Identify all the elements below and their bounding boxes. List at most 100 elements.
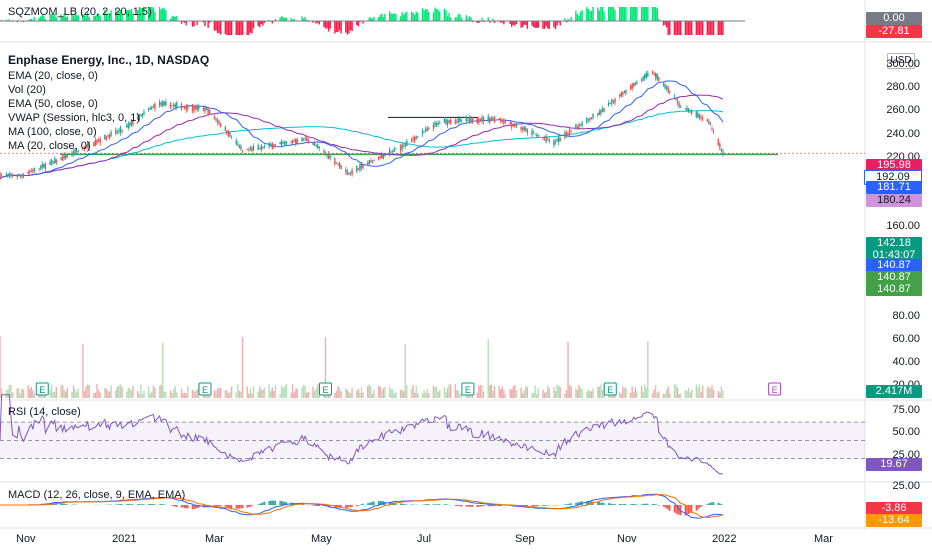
volume-bar xyxy=(87,384,88,398)
sqz-bar xyxy=(192,21,193,27)
candle-body xyxy=(153,106,154,107)
sqz-bar xyxy=(319,21,320,24)
sqz-bar xyxy=(445,10,446,21)
candle-body xyxy=(444,119,445,123)
candle-body xyxy=(251,148,252,152)
indicator-legend-item[interactable]: Vol (20) xyxy=(8,83,140,97)
candle-body xyxy=(207,109,208,115)
candle-body xyxy=(483,117,484,121)
sqz-bar xyxy=(570,17,571,21)
candle-body xyxy=(522,128,523,130)
sqz-bar xyxy=(175,17,176,21)
volume-bar xyxy=(290,392,291,398)
volume-bar xyxy=(459,394,460,398)
candle-body xyxy=(472,118,473,123)
macd-hist xyxy=(218,505,219,506)
sqz-bar xyxy=(417,13,418,21)
volume-bar xyxy=(575,388,576,398)
sqz-bar xyxy=(171,16,172,21)
sqz-bar xyxy=(304,17,305,21)
sqz-bar xyxy=(220,21,221,35)
volume-bar xyxy=(348,392,349,398)
candle-body xyxy=(29,171,30,172)
volume-bar xyxy=(88,385,89,398)
sqz-bar xyxy=(433,12,434,21)
volume-bar xyxy=(262,390,263,398)
volume-bar xyxy=(372,394,373,398)
macd-hist xyxy=(478,505,479,507)
volume-bar xyxy=(215,391,216,398)
candle-body xyxy=(653,74,654,76)
macd-hist xyxy=(655,504,656,505)
macd-hist xyxy=(480,505,481,507)
macd-hist xyxy=(653,504,654,505)
sqz-bar xyxy=(699,21,700,35)
candle-body xyxy=(356,166,357,172)
volume-bar xyxy=(139,394,140,398)
volume-bar xyxy=(170,391,171,398)
volume-bar xyxy=(406,385,407,398)
macd-hist xyxy=(378,501,379,505)
sqz-bar xyxy=(456,17,457,21)
volume-bar xyxy=(369,384,370,398)
candle-body xyxy=(480,119,481,121)
indicator-legend-item[interactable]: MA (20, close, 0) xyxy=(8,139,140,153)
candle-body xyxy=(678,103,679,107)
sqz-bar xyxy=(680,21,681,35)
volume-bar xyxy=(592,388,593,398)
volume-bar xyxy=(240,392,241,398)
volume-bar xyxy=(401,390,402,398)
volume-bar xyxy=(456,390,457,398)
macd-hist xyxy=(718,503,719,505)
volume-bar xyxy=(214,390,215,398)
macd-hist xyxy=(553,505,554,506)
candle-body xyxy=(143,112,144,115)
volume-bar xyxy=(301,388,302,398)
macd-hist xyxy=(176,505,177,507)
sqz-bar xyxy=(511,21,512,27)
candle-body xyxy=(555,141,556,143)
macd-legend[interactable]: MACD (12, 26, close, 9, EMA, EMA) xyxy=(8,488,185,502)
sqz-bar xyxy=(653,7,654,21)
rsi-tick: 75.00 xyxy=(870,404,920,416)
candle-body xyxy=(390,152,391,153)
candle-body xyxy=(657,74,658,80)
candle-body xyxy=(395,149,396,150)
sqz-bar xyxy=(611,7,612,21)
candle-body xyxy=(7,174,8,176)
volume-bar xyxy=(361,387,362,398)
volume-bar xyxy=(78,388,79,398)
volume-bar xyxy=(624,387,625,398)
macd-hist xyxy=(434,504,435,505)
volume-bar xyxy=(544,393,545,398)
candle-body xyxy=(370,161,371,162)
candle-body xyxy=(284,141,285,145)
candle-body xyxy=(173,105,174,107)
volume-bar xyxy=(142,394,143,398)
macd-hist xyxy=(458,505,459,506)
indicator-legend-item[interactable]: VWAP (Session, hlc3, 0, 1) xyxy=(8,111,140,125)
rsi-legend[interactable]: RSI (14, close) xyxy=(8,405,81,419)
sqz-legend[interactable]: SQZMOM_LB (20, 2, 20, 1.5) xyxy=(8,5,152,19)
volume-bar xyxy=(195,391,196,398)
macd-hist xyxy=(250,505,251,507)
sqz-bar xyxy=(381,13,382,21)
sqz-bar xyxy=(547,21,548,28)
volume-bar xyxy=(148,386,149,398)
sqz-bar xyxy=(635,7,636,21)
volume-bar xyxy=(549,388,550,398)
candle-body xyxy=(340,166,341,169)
candle-body xyxy=(633,83,634,86)
candle-body xyxy=(524,127,525,131)
volume-bar xyxy=(536,394,537,398)
candle-body xyxy=(325,153,326,154)
candle-body xyxy=(423,131,424,132)
indicator-legend-item[interactable]: EMA (50, close, 0) xyxy=(8,97,140,111)
candle-body xyxy=(283,142,284,144)
sqz-bar xyxy=(578,16,579,21)
indicator-legend-item[interactable]: MA (100, close, 0) xyxy=(8,125,140,139)
indicator-legend-item[interactable]: EMA (20, close, 0) xyxy=(8,69,140,83)
candle-body xyxy=(411,139,412,141)
volume-bar xyxy=(173,389,174,398)
candle-body xyxy=(18,174,19,176)
